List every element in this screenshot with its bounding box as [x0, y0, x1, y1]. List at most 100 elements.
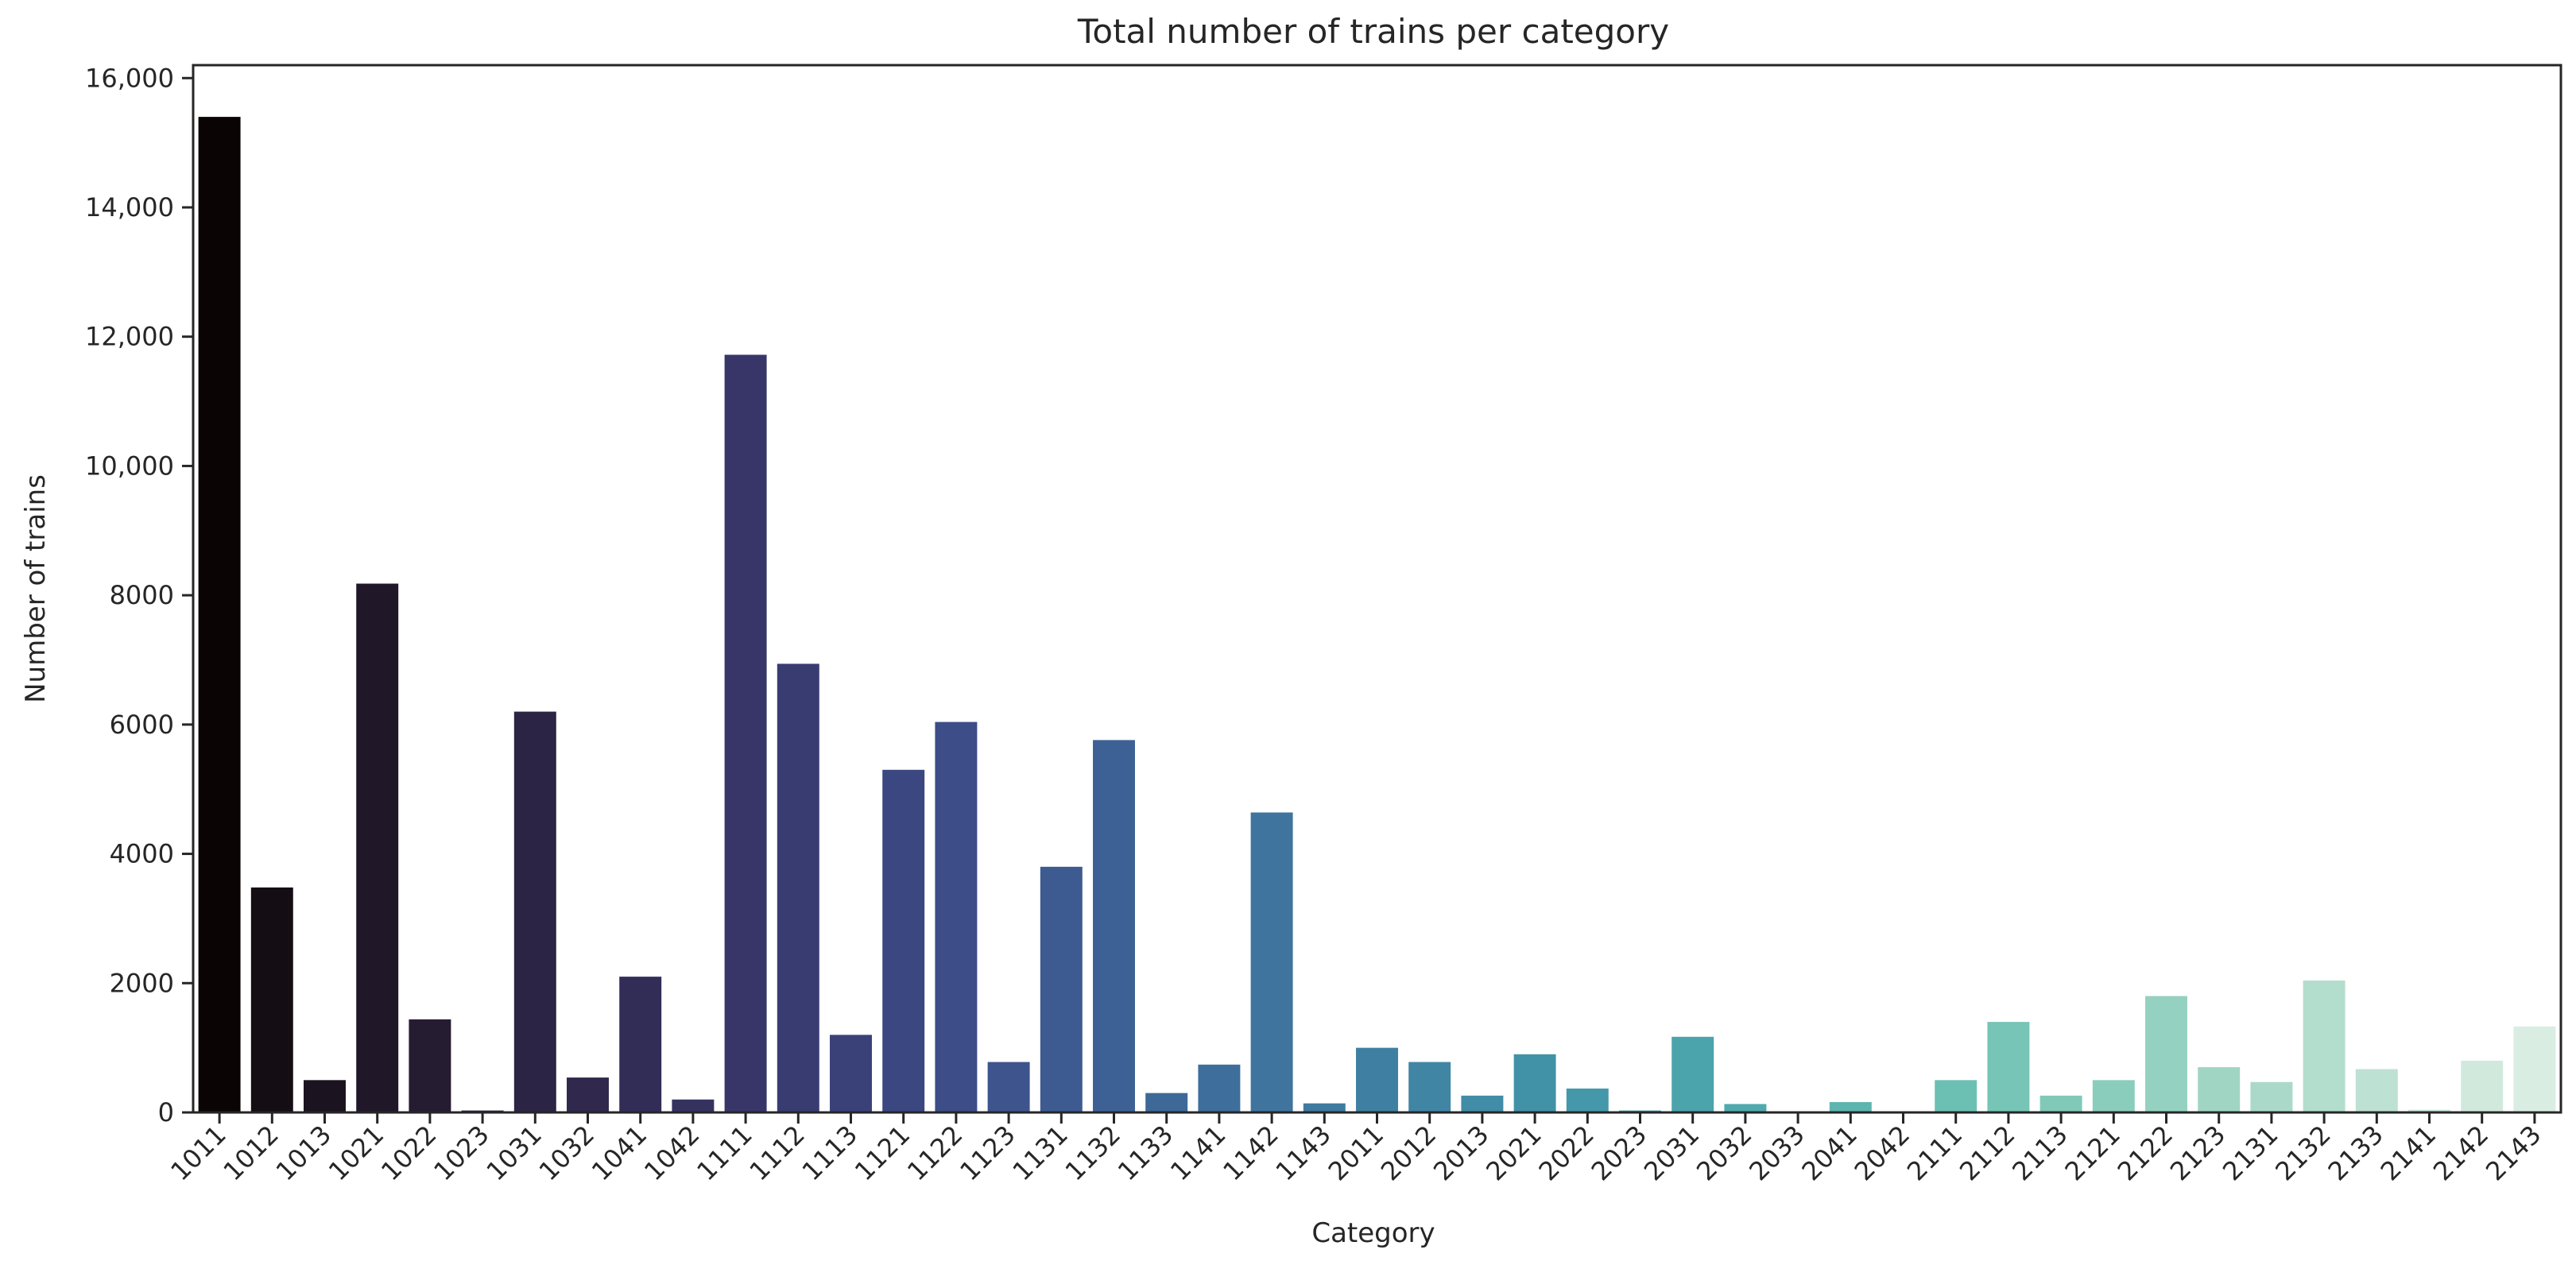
y-tick-label: 14,000: [85, 192, 174, 222]
x-tick-label-2023: 2023: [1586, 1120, 1652, 1186]
bar-1131: [1040, 866, 1083, 1112]
x-axis: 1011101210131021102210231031103210411042…: [165, 1112, 2547, 1186]
bar-1031: [513, 711, 556, 1112]
bar-2123: [2198, 1067, 2241, 1112]
y-tick-label: 10,000: [85, 451, 174, 481]
bar-1133: [1145, 1093, 1188, 1112]
y-axis: 0 2000 4000 6000 8000 10,000 12,000 14,000 16,00…: [85, 63, 193, 1128]
x-tick-label-1123: 1123: [954, 1120, 1021, 1186]
x-tick-label-2032: 2032: [1691, 1120, 1757, 1186]
bar-1042: [672, 1099, 715, 1112]
x-tick-label-2122: 2122: [2112, 1120, 2179, 1186]
x-tick-label-2111: 2111: [1901, 1120, 1968, 1186]
bar-2022: [1566, 1088, 1609, 1112]
y-tick-label: 6000: [110, 710, 174, 740]
x-tick-label-1042: 1042: [638, 1120, 705, 1186]
bar-2111: [1935, 1080, 1978, 1112]
bar-2132: [2303, 981, 2346, 1112]
bar-1111: [724, 354, 767, 1113]
bars-group: [198, 117, 2556, 1113]
bar-2041: [1829, 1101, 1872, 1112]
bar-1143: [1303, 1103, 1346, 1112]
x-tick-label-1111: 1111: [691, 1120, 757, 1186]
x-tick-label-1032: 1032: [533, 1120, 600, 1186]
bar-1011: [198, 117, 241, 1113]
chart-title: Total number of trains per category: [1077, 12, 1669, 51]
bar-2141: [2408, 1109, 2450, 1112]
y-tick-label: 16,000: [85, 63, 174, 93]
bar-1141: [1198, 1064, 1241, 1112]
x-tick-label-1113: 1113: [796, 1120, 863, 1186]
bar-2131: [2250, 1081, 2293, 1112]
x-tick-label-1031: 1031: [481, 1120, 548, 1186]
x-tick-label-1112: 1112: [744, 1120, 811, 1186]
bar-2143: [2513, 1026, 2556, 1112]
x-tick-label-2132: 2132: [2269, 1120, 2336, 1186]
bar-1142: [1250, 812, 1293, 1112]
x-tick-label-2022: 2022: [1533, 1120, 1600, 1186]
x-tick-label-2021: 2021: [1480, 1120, 1547, 1186]
y-axis-title: Number of trains: [20, 474, 52, 703]
bar-2012: [1408, 1062, 1451, 1112]
x-tick-label-1132: 1132: [1059, 1120, 1126, 1186]
x-tick-label-2033: 2033: [1743, 1120, 1810, 1186]
y-tick-label: 8000: [110, 580, 174, 610]
bar-1022: [409, 1019, 451, 1112]
bar-1021: [356, 583, 399, 1112]
x-tick-label-2123: 2123: [2164, 1120, 2231, 1186]
x-tick-label-1133: 1133: [1112, 1120, 1179, 1186]
y-tick-label: 2000: [110, 968, 174, 998]
x-tick-label-1022: 1022: [375, 1120, 442, 1186]
x-tick-label-1122: 1122: [901, 1120, 968, 1186]
bar-2133: [2355, 1069, 2398, 1112]
bar-1121: [882, 769, 925, 1112]
bar-2112: [1987, 1022, 2030, 1112]
x-tick-label-1121: 1121: [849, 1120, 916, 1186]
bar-1012: [250, 887, 293, 1112]
x-tick-label-2121: 2121: [2059, 1120, 2126, 1186]
x-tick-label-2141: 2141: [2375, 1120, 2442, 1186]
x-tick-label-2143: 2143: [2480, 1120, 2547, 1186]
x-tick-label-2112: 2112: [1954, 1120, 2020, 1186]
x-tick-label-2131: 2131: [2217, 1120, 2284, 1186]
bar-1041: [619, 977, 662, 1112]
x-tick-label-2012: 2012: [1375, 1120, 1442, 1186]
bar-2031: [1671, 1036, 1714, 1112]
y-tick-label: 4000: [110, 839, 174, 869]
bar-2122: [2145, 996, 2187, 1112]
bar-2032: [1724, 1104, 1767, 1112]
x-tick-label-2031: 2031: [1638, 1120, 1705, 1186]
x-axis-title: Category: [1311, 1217, 1435, 1249]
bar-1132: [1093, 740, 1135, 1112]
x-tick-label-1011: 1011: [165, 1120, 231, 1186]
x-tick-label-1141: 1141: [1164, 1120, 1231, 1186]
bar-1013: [304, 1080, 346, 1112]
x-tick-label-1131: 1131: [1007, 1120, 1074, 1186]
x-tick-label-1023: 1023: [428, 1120, 494, 1186]
bar-2011: [1356, 1047, 1398, 1112]
x-tick-label-2042: 2042: [1849, 1120, 1916, 1186]
y-tick-label: 12,000: [85, 322, 174, 352]
x-tick-label-2041: 2041: [1796, 1120, 1863, 1186]
bar-2113: [2039, 1095, 2082, 1112]
x-tick-label-1012: 1012: [218, 1120, 285, 1186]
bar-1113: [830, 1035, 872, 1112]
x-tick-label-1041: 1041: [586, 1120, 653, 1186]
bar-2021: [1513, 1054, 1556, 1112]
bar-2121: [2092, 1080, 2135, 1112]
bar-2013: [1461, 1095, 1504, 1112]
x-tick-label-2113: 2113: [2006, 1120, 2073, 1186]
x-tick-label-1142: 1142: [1217, 1120, 1284, 1186]
bar-1032: [567, 1077, 609, 1112]
x-tick-label-1021: 1021: [323, 1120, 389, 1186]
y-tick-label: 0: [158, 1097, 174, 1128]
x-tick-label-2013: 2013: [1427, 1120, 1494, 1186]
x-tick-label-2011: 2011: [1323, 1120, 1389, 1186]
bar-1122: [935, 721, 978, 1112]
bar-2142: [2461, 1060, 2504, 1112]
bar-1123: [987, 1062, 1030, 1112]
bar-1112: [777, 663, 819, 1112]
x-tick-label-2142: 2142: [2427, 1120, 2494, 1186]
x-tick-label-1143: 1143: [1270, 1120, 1337, 1186]
